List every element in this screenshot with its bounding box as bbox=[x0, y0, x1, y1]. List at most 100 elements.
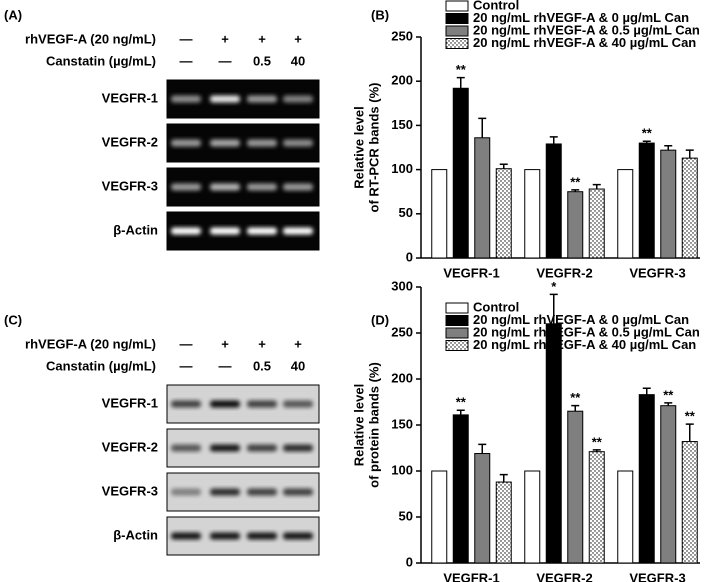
gel-band bbox=[210, 488, 240, 496]
treatment-cell: 40 bbox=[291, 53, 305, 68]
y-tick-label: 150 bbox=[391, 416, 413, 431]
legend-label: 20 ng/mL rhVEGF-A & 0.5 µg/mL Can bbox=[473, 324, 700, 339]
error-bar bbox=[642, 387, 651, 395]
error-bar bbox=[592, 449, 601, 452]
y-axis-label: of RT-PCR bands (%) bbox=[366, 83, 381, 213]
legend-label: 20 ng/mL rhVEGF-A & 0 µg/mL Can bbox=[473, 312, 689, 327]
legend-swatch bbox=[445, 13, 469, 24]
x-tick-label: VEGFR-1 bbox=[443, 265, 499, 280]
treatment-cell: + bbox=[258, 31, 266, 46]
bar bbox=[474, 453, 491, 564]
bar bbox=[452, 87, 469, 259]
gel-band bbox=[171, 488, 201, 496]
y-tick-label: 250 bbox=[391, 28, 413, 43]
y-tick-label: 250 bbox=[391, 324, 413, 339]
y-axis-label: Relative level bbox=[351, 106, 366, 188]
treatment-label: Canstatin (µg/mL) bbox=[46, 53, 156, 68]
gel-band bbox=[171, 227, 201, 235]
treatment-label: Canstatin (µg/mL) bbox=[46, 358, 156, 373]
gel-band bbox=[247, 532, 277, 540]
bar bbox=[638, 394, 655, 564]
band-label: VEGFR-1 bbox=[102, 395, 158, 410]
bar bbox=[431, 470, 448, 564]
gel-band bbox=[247, 95, 277, 103]
error-bar bbox=[549, 136, 558, 144]
gel-band bbox=[247, 227, 277, 235]
legend-label: 20 ng/mL rhVEGF-A & 40 µg/mL Can bbox=[473, 35, 696, 50]
bar bbox=[495, 168, 512, 259]
bar bbox=[638, 142, 655, 259]
error-bar bbox=[499, 473, 508, 483]
band-label: VEGFR-2 bbox=[102, 134, 158, 149]
bar bbox=[452, 414, 469, 564]
significance-label: * bbox=[551, 279, 557, 294]
gel-band bbox=[171, 139, 201, 147]
legend-label: 20 ng/mL rhVEGF-A & 0 µg/mL Can bbox=[473, 10, 689, 25]
gel-band bbox=[283, 488, 313, 496]
legend-swatch bbox=[445, 25, 469, 37]
gel-band bbox=[247, 444, 277, 452]
x-tick-label: VEGFR-3 bbox=[629, 265, 685, 280]
band-label: β-Actin bbox=[113, 222, 158, 237]
bar bbox=[545, 143, 562, 259]
legend-label: Control bbox=[473, 0, 519, 12]
bar bbox=[681, 441, 698, 564]
y-tick-label: 300 bbox=[391, 278, 413, 293]
legend-swatch bbox=[445, 340, 469, 351]
legend-label: Control bbox=[473, 299, 519, 314]
x-tick-label: VEGFR-2 bbox=[536, 570, 592, 582]
gel-band bbox=[171, 95, 201, 103]
bar bbox=[588, 188, 605, 259]
band-label: VEGFR-2 bbox=[102, 439, 158, 454]
error-bar bbox=[664, 144, 673, 151]
significance-label: ** bbox=[592, 434, 603, 449]
error-bar bbox=[456, 76, 465, 89]
y-tick-label: 100 bbox=[391, 161, 413, 176]
significance-label: ** bbox=[663, 387, 674, 402]
bar bbox=[588, 451, 605, 564]
gel-band bbox=[171, 532, 201, 540]
gel-band bbox=[210, 183, 240, 191]
y-tick-label: 200 bbox=[391, 370, 413, 385]
gel-band bbox=[283, 139, 313, 147]
treatment-label: rhVEGF-A (20 ng/mL) bbox=[25, 336, 156, 351]
treatment-cell: + bbox=[294, 336, 302, 351]
legend-swatch bbox=[445, 38, 469, 49]
gel-band bbox=[247, 488, 277, 496]
y-tick-label: 100 bbox=[391, 462, 413, 477]
gel-band bbox=[283, 444, 313, 452]
treatment-cell: — bbox=[180, 53, 193, 68]
gel-band bbox=[171, 444, 201, 452]
significance-label: ** bbox=[685, 409, 696, 424]
significance-label: ** bbox=[456, 395, 467, 410]
gel-band bbox=[283, 227, 313, 235]
legend-swatch bbox=[445, 315, 469, 326]
legend-label: 20 ng/mL rhVEGF-A & 0.5 µg/mL Can bbox=[473, 22, 700, 37]
y-tick-label: 150 bbox=[391, 117, 413, 132]
error-bar bbox=[685, 149, 694, 159]
treatment-cell: — bbox=[180, 31, 193, 46]
y-axis-label: Relative level bbox=[351, 384, 366, 466]
error-bar bbox=[549, 293, 558, 324]
gel-band bbox=[171, 183, 201, 191]
panel-label: (D) bbox=[371, 312, 389, 327]
treatment-cell: — bbox=[180, 336, 193, 351]
treatment-cell: + bbox=[294, 31, 302, 46]
significance-label: ** bbox=[570, 390, 581, 405]
panel-label: (B) bbox=[371, 7, 389, 22]
treatment-cell: 0.5 bbox=[253, 358, 271, 373]
band-label: VEGFR-3 bbox=[102, 483, 158, 498]
legend-swatch bbox=[445, 327, 469, 339]
gel-band bbox=[210, 139, 240, 147]
treatment-cell: + bbox=[258, 336, 266, 351]
bar bbox=[524, 470, 541, 564]
gel-band bbox=[210, 227, 240, 235]
bar bbox=[524, 169, 541, 259]
error-bar bbox=[664, 402, 673, 406]
error-bar bbox=[571, 189, 580, 192]
y-tick-label: 50 bbox=[399, 508, 413, 523]
error-bar bbox=[642, 140, 651, 144]
panel-label: (C) bbox=[4, 312, 22, 327]
treatment-cell: — bbox=[180, 358, 193, 373]
